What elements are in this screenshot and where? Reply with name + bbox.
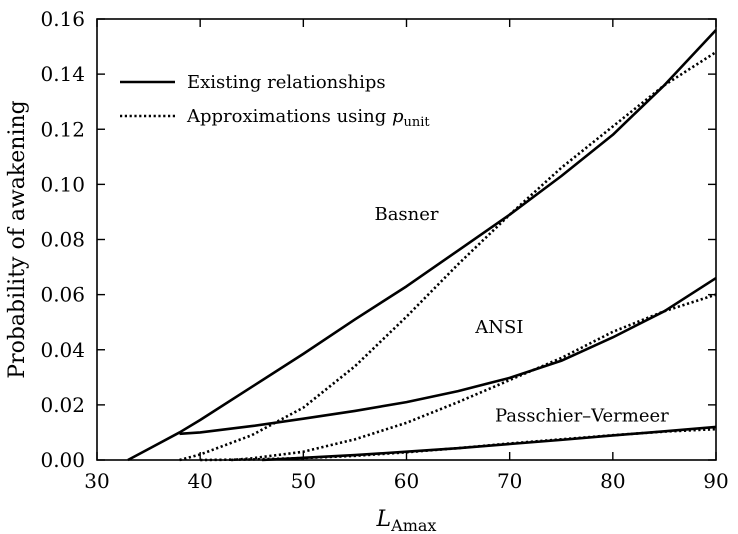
legend-label-dotted: Approximations using punit: [186, 106, 430, 130]
y-axis-label: Probability of awakening: [5, 100, 30, 378]
series-passchier-vermeer-solid: [262, 425, 717, 462]
series-basner-solid: [127, 29, 717, 462]
annotation-ansi: ANSI: [474, 317, 523, 338]
x-tick-label: 30: [84, 469, 109, 493]
annotation-layer: Basner ANSI Passchier–Vermeer: [374, 204, 669, 426]
y-tick-label: 0.08: [40, 228, 85, 252]
x-tick-label: 70: [497, 469, 522, 493]
series-layer: [127, 29, 717, 462]
annotation-passchier-vermeer: Passchier–Vermeer: [495, 405, 669, 426]
x-tick-label: 80: [600, 469, 625, 493]
x-axis-label: LAmax: [376, 507, 437, 534]
y-tick-label: 0.16: [40, 7, 85, 31]
y-tick-label: 0.10: [40, 172, 85, 196]
y-tick-label: 0.00: [40, 448, 85, 472]
x-tick-label: 90: [703, 469, 728, 493]
x-tick-label: 40: [187, 469, 212, 493]
y-tick-label: 0.06: [40, 283, 85, 307]
axis-label-layer: LAmax Probability of awakening: [5, 100, 436, 534]
y-tick-label: 0.02: [40, 393, 85, 417]
series-ansi-dotted: [231, 293, 717, 462]
y-tick-label: 0.12: [40, 117, 85, 141]
tick-layer: 30 40 50 60 70 80 90 0.00 0.02 0.04 0.06 0.08 0.10 0.…: [40, 7, 728, 493]
x-tick-label: 60: [394, 469, 419, 493]
series-basner-dotted: [179, 50, 717, 462]
x-tick-label: 50: [291, 469, 316, 493]
y-tick-label: 0.04: [40, 338, 85, 362]
legend: Existing relationships Approximations usi…: [120, 72, 430, 130]
legend-label-solid: Existing relationships: [187, 72, 386, 93]
y-tick-label: 0.14: [40, 62, 85, 86]
annotation-basner: Basner: [374, 204, 438, 225]
series-ansi-solid: [179, 276, 717, 436]
